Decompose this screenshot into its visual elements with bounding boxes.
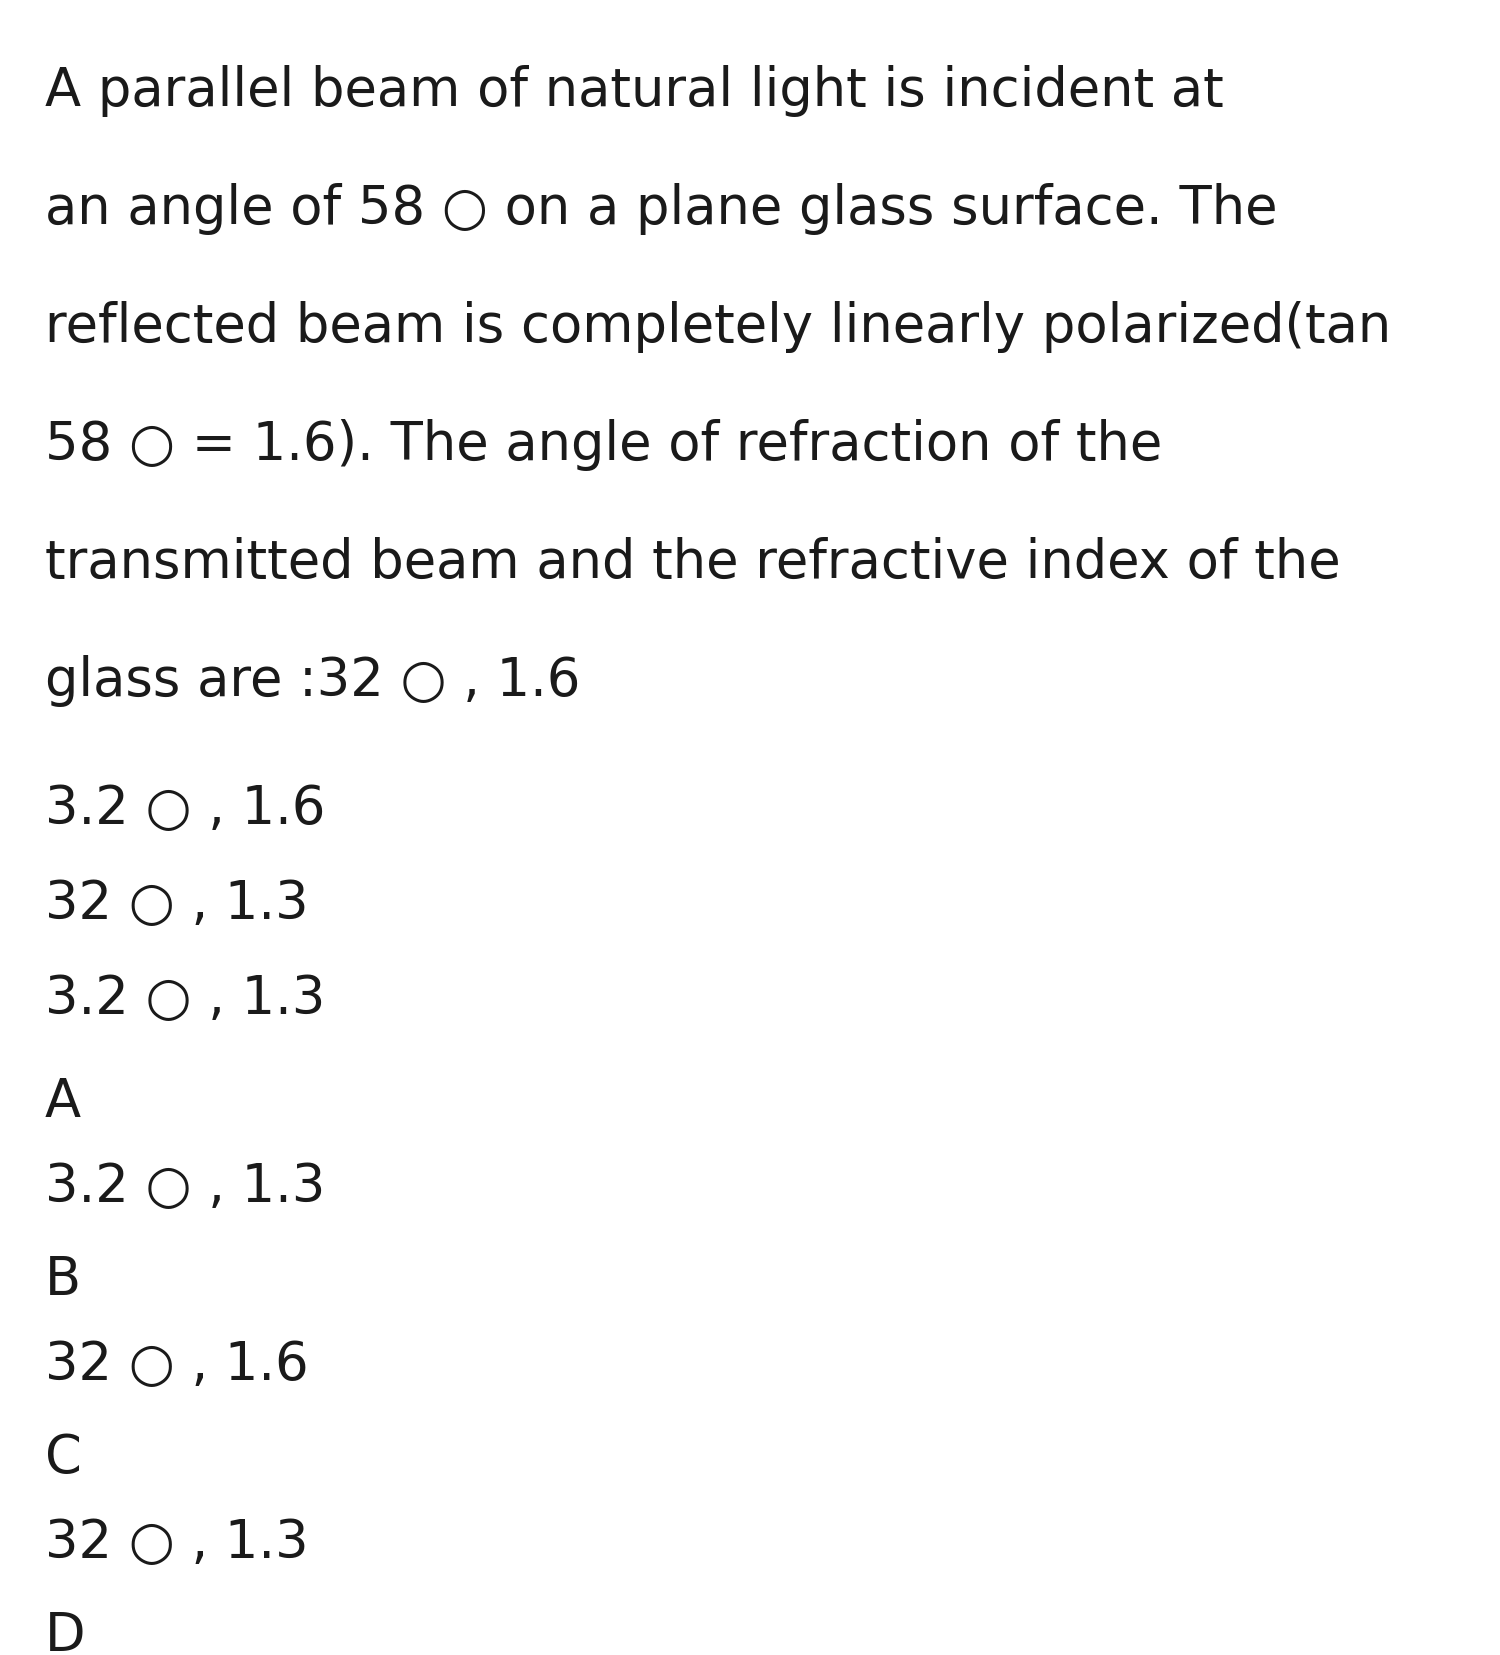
Text: A: A	[45, 1076, 81, 1127]
Text: A parallel beam of natural light is incident at: A parallel beam of natural light is inci…	[45, 65, 1224, 118]
Text: an angle of 58 ○ on a plane glass surface. The: an angle of 58 ○ on a plane glass surfac…	[45, 184, 1278, 235]
Text: glass are :32 ○ , 1.6: glass are :32 ○ , 1.6	[45, 655, 580, 707]
Text: 32 ○ , 1.6: 32 ○ , 1.6	[45, 1339, 309, 1390]
Text: 58 ○ = 1.6). The angle of refraction of the: 58 ○ = 1.6). The angle of refraction of …	[45, 419, 1162, 470]
Text: 3.2 ○ , 1.6: 3.2 ○ , 1.6	[45, 783, 326, 834]
Text: D: D	[45, 1609, 86, 1655]
Text: transmitted beam and the refractive index of the: transmitted beam and the refractive inde…	[45, 536, 1341, 589]
Text: B: B	[45, 1253, 81, 1306]
Text: 32 ○ , 1.3: 32 ○ , 1.3	[45, 1516, 309, 1567]
Text: reflected beam is completely linearly polarized(tan: reflected beam is completely linearly po…	[45, 301, 1392, 353]
Text: 3.2 ○ , 1.3: 3.2 ○ , 1.3	[45, 1160, 326, 1211]
Text: C: C	[45, 1432, 82, 1483]
Text: 32 ○ , 1.3: 32 ○ , 1.3	[45, 877, 309, 930]
Text: 3.2 ○ , 1.3: 3.2 ○ , 1.3	[45, 973, 326, 1024]
